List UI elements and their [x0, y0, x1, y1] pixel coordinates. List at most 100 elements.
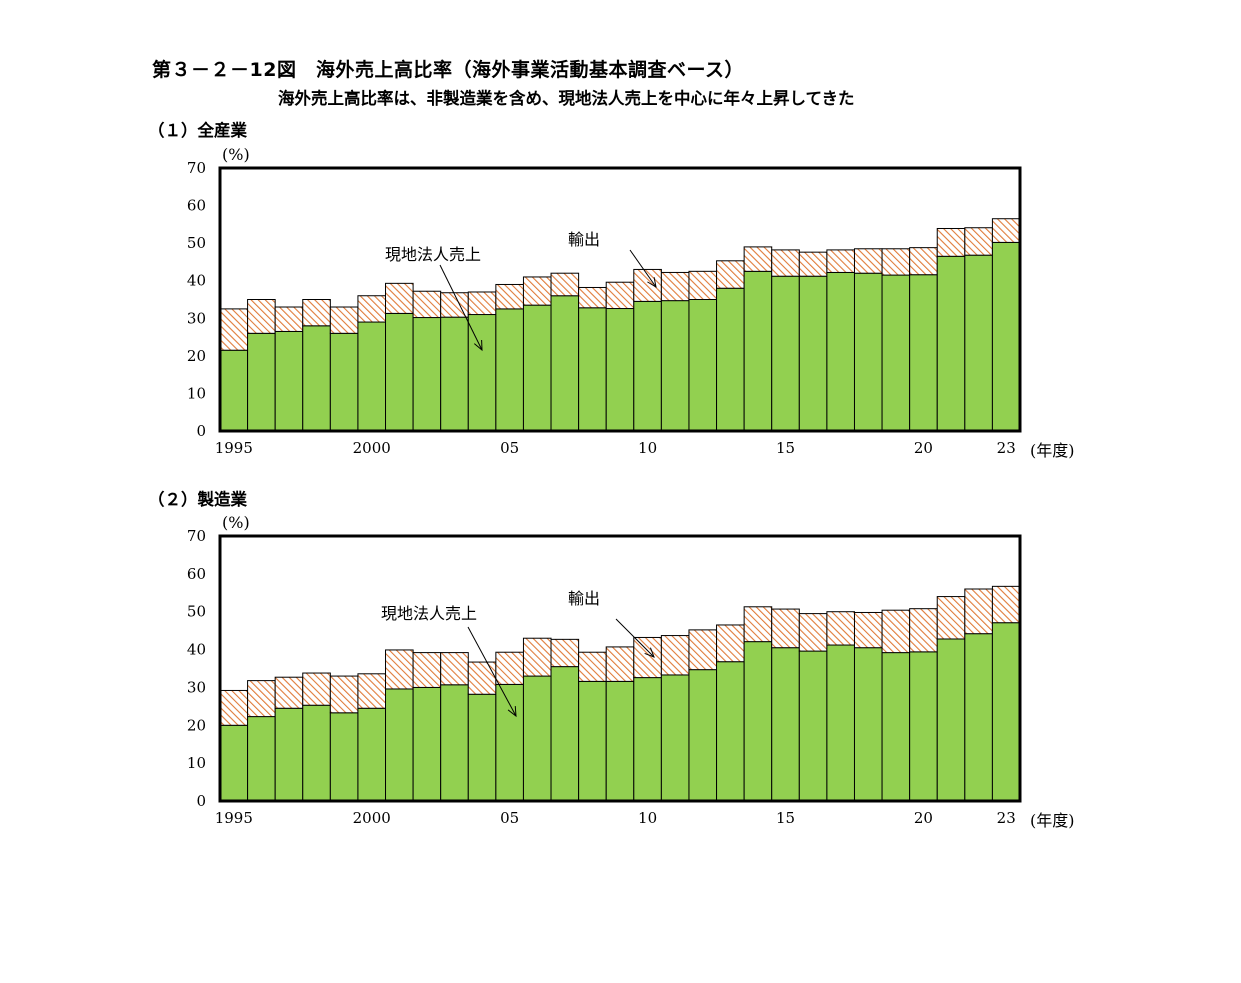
bar-local-sales-2013: [716, 287, 745, 432]
bar-local-sales-2021: [936, 638, 966, 802]
bar-local-sales-2022: [964, 254, 993, 432]
bar-export-1996: [247, 299, 276, 334]
y-tick-label: 70: [187, 527, 206, 545]
x-tick-label: 15: [776, 439, 795, 457]
bar-export-1999: [329, 675, 359, 714]
bar-export-2002: [412, 652, 442, 688]
annotation-arrow-head: [507, 705, 517, 718]
bar-local-sales-1995: [219, 349, 249, 432]
bar-export-2013: [716, 624, 745, 663]
bar-local-sales-1995: [219, 724, 249, 802]
y-axis-label: (%): [222, 513, 250, 532]
x-tick-label: 2000: [353, 439, 391, 457]
bar-export-1998: [302, 672, 331, 706]
bar-local-sales-2003: [440, 684, 469, 802]
bar-local-sales-2006: [522, 304, 552, 432]
bar-export-2023: [991, 585, 1021, 624]
bar-local-sales-2010: [633, 300, 662, 432]
bar-export-1995: [219, 689, 249, 726]
bar-export-2021: [936, 227, 966, 257]
bar-export-1997: [274, 306, 304, 332]
x-tick-label: 20: [914, 809, 933, 827]
panel-title-all-industries: （１）全産業: [148, 121, 247, 140]
y-tick-label: 10: [187, 754, 206, 772]
bar-export-2006: [522, 637, 552, 677]
y-tick-label: 0: [196, 792, 206, 810]
bar-export-2001: [385, 649, 414, 690]
bar-local-sales-2014: [743, 641, 773, 802]
x-tick-label: 23: [997, 809, 1016, 827]
bar-local-sales-2009: [605, 680, 635, 802]
bar-local-sales-2013: [716, 661, 745, 802]
bar-export-2015: [771, 608, 800, 649]
bar-export-2008: [578, 286, 607, 309]
annotation-export: 輸出: [568, 589, 600, 608]
bar-export-2012: [688, 270, 718, 301]
bar-export-2021: [936, 596, 966, 640]
bar-local-sales-1999: [329, 332, 359, 432]
x-tick-label: 10: [638, 809, 657, 827]
bar-export-2019: [881, 248, 911, 276]
bar-local-sales-2005: [495, 308, 524, 432]
bar-local-sales-2008: [578, 307, 607, 432]
bar-export-2000: [357, 295, 387, 323]
y-tick-label: 20: [187, 347, 206, 365]
annotation-export: 輸出: [568, 230, 600, 249]
y-tick-label: 70: [187, 159, 206, 177]
plot-frame: [218, 534, 1022, 803]
bar-local-sales-1997: [274, 707, 304, 802]
bar-export-1995: [219, 308, 249, 351]
bar-export-2018: [853, 611, 883, 649]
y-tick-label: 10: [187, 384, 206, 402]
bar-local-sales-2005: [495, 683, 524, 802]
y-tick-label: 60: [187, 565, 206, 583]
x-tick-label: 05: [500, 439, 519, 457]
bar-local-sales-1998: [302, 704, 331, 802]
bar-export-2020: [909, 608, 938, 653]
bar-export-2014: [743, 606, 773, 643]
bar-local-sales-2015: [771, 275, 800, 432]
y-tick-label: 60: [187, 197, 206, 215]
y-tick-label: 50: [187, 603, 206, 621]
bar-local-sales-2019: [881, 274, 911, 432]
bar-local-sales-2022: [964, 633, 993, 802]
annotation-arrow-line: [467, 626, 517, 717]
bar-export-2000: [357, 673, 387, 709]
x-axis-label: (年度): [1030, 811, 1075, 830]
bar-export-2022: [964, 227, 993, 256]
bar-local-sales-1997: [274, 330, 304, 432]
bar-export-2005: [495, 283, 524, 310]
bar-export-2015: [771, 249, 800, 277]
bar-local-sales-2018: [853, 272, 883, 432]
bar-local-sales-2008: [578, 680, 607, 802]
annotation-arrow-line: [439, 264, 483, 351]
bar-local-sales-2016: [798, 650, 828, 802]
bar-export-2005: [495, 651, 524, 685]
bar-export-2007: [550, 272, 580, 297]
annotation-local-sales: 現地法人売上: [385, 245, 481, 264]
bar-export-2018: [853, 248, 883, 274]
bar-local-sales-2014: [743, 270, 773, 432]
x-tick-label: 15: [776, 809, 795, 827]
bar-export-2014: [743, 246, 773, 272]
bar-local-sales-2002: [412, 317, 442, 432]
bar-local-sales-2021: [936, 255, 966, 432]
bar-export-2011: [660, 635, 690, 676]
bar-local-sales-1999: [329, 712, 359, 802]
bar-local-sales-2017: [826, 644, 855, 802]
y-tick-label: 0: [196, 422, 206, 440]
bar-local-sales-2001: [385, 312, 414, 432]
bar-export-2002: [412, 290, 442, 319]
bar-export-2001: [385, 282, 414, 314]
bar-local-sales-1996: [247, 716, 276, 802]
panel-title-manufacturing: （２）製造業: [148, 490, 247, 509]
x-tick-label: 2000: [353, 809, 391, 827]
bar-export-2013: [716, 260, 745, 289]
chart-panel-2: 0 10 20 30 40 50 60 70 (%) 1995 2000 05 10 15 20 23 (年度)…: [187, 513, 1075, 830]
bar-local-sales-2018: [853, 647, 883, 802]
bar-local-sales-2016: [798, 275, 828, 432]
figure-title: 第３－２－12図 海外売上高比率（海外事業活動基本調査ベース）: [152, 59, 744, 81]
bar-export-2009: [605, 646, 635, 682]
bar-local-sales-2020: [909, 651, 938, 802]
bar-export-2020: [909, 247, 938, 276]
